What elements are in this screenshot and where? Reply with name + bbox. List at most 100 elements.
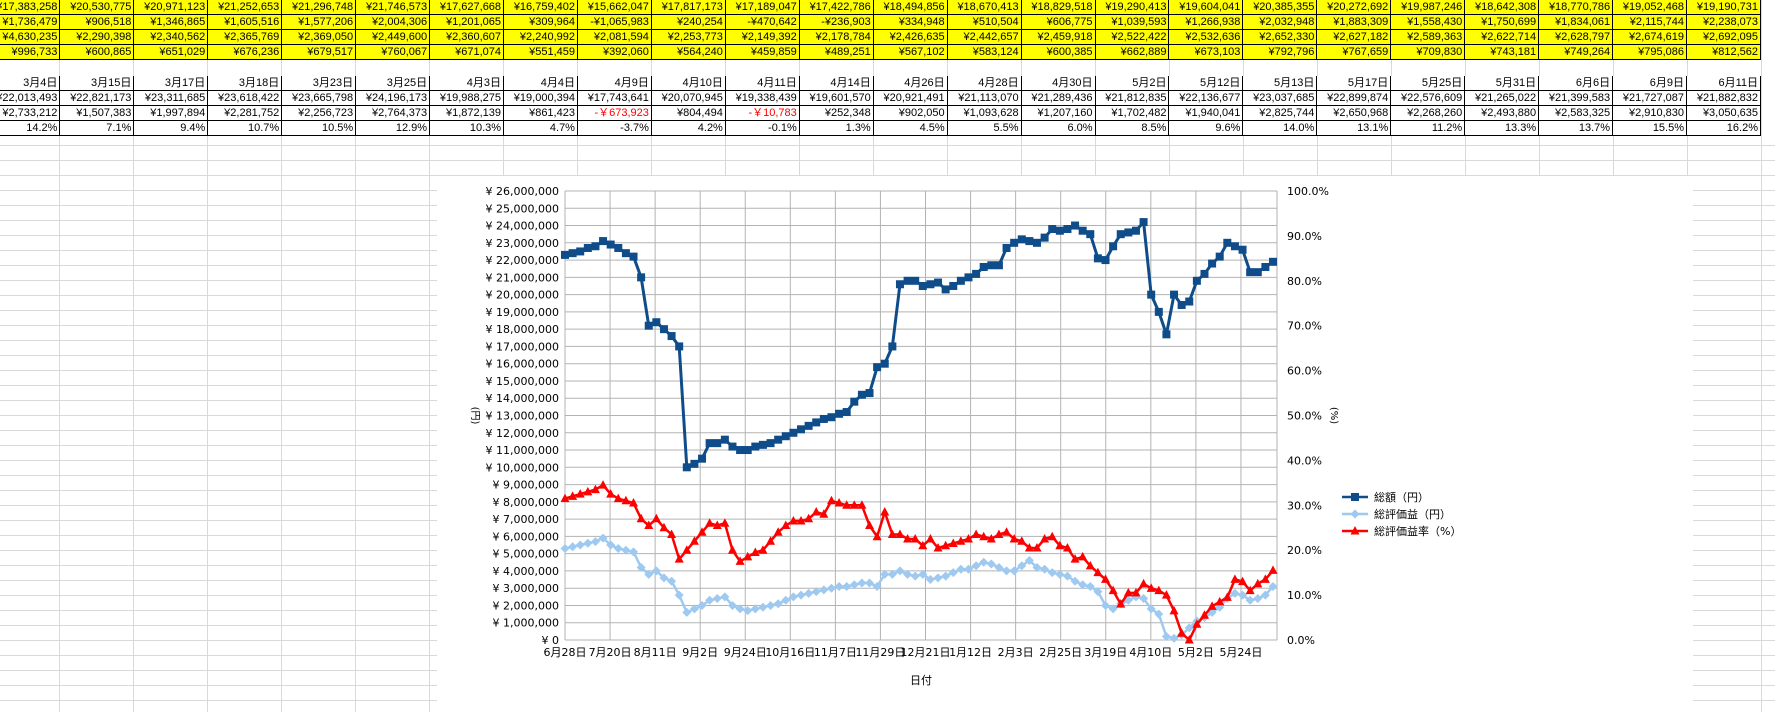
table-cell[interactable]: ¥743,181 [1464,44,1540,60]
table-cell[interactable]: ¥2,589,363 [1390,29,1466,45]
table-cell[interactable]: ¥22,899,874 [1316,90,1392,106]
table-cell[interactable]: ¥19,190,731 [1686,0,1761,15]
table-cell[interactable]: ¥760,067 [355,44,431,60]
table-cell[interactable]: 4月4日 [503,76,578,91]
table-cell[interactable]: ¥18,642,308 [1464,0,1540,15]
table-cell[interactable]: ¥600,385 [1021,44,1096,60]
table-cell[interactable]: -￥673,923 [577,105,652,121]
table-cell[interactable]: 13.7% [1538,120,1614,136]
table-cell[interactable]: ¥1,266,938 [1168,14,1244,30]
table-cell[interactable]: 8.5% [1095,120,1170,136]
table-cell[interactable]: 15.5% [1612,120,1688,136]
table-cell[interactable]: ¥1,872,139 [429,105,505,121]
table-cell[interactable]: 4月14日 [799,76,874,91]
table-cell[interactable]: ¥2,238,073 [1686,14,1761,30]
table-cell[interactable]: 10.7% [207,120,283,136]
table-cell[interactable]: ¥17,627,668 [429,0,505,15]
table-cell[interactable]: ¥906,518 [59,14,135,30]
table-cell[interactable]: ¥1,736,479 [0,14,61,30]
table-cell[interactable]: ¥1,883,309 [1316,14,1392,30]
table-cell[interactable]: 4月11日 [725,76,800,91]
table-cell[interactable]: ¥2,459,918 [1021,29,1096,45]
table-cell[interactable]: ¥2,360,607 [429,29,505,45]
table-cell[interactable]: 9.4% [133,120,209,136]
table-cell[interactable]: -0.1% [725,120,800,136]
table-cell[interactable]: ¥2,115,744 [1612,14,1688,30]
table-cell[interactable]: ¥489,251 [799,44,874,60]
table-cell[interactable]: ¥749,264 [1538,44,1614,60]
table-cell[interactable]: ¥2,622,714 [1464,29,1540,45]
table-cell[interactable]: -¥470,642 [725,14,800,30]
table-cell[interactable]: ¥2,256,723 [281,105,357,121]
table-cell[interactable]: ¥19,338,439 [725,90,800,106]
table-cell[interactable]: 4.5% [873,120,948,136]
table-cell[interactable]: 4月30日 [1021,76,1096,91]
table-cell[interactable]: ¥19,604,041 [1168,0,1244,15]
table-cell[interactable]: ¥21,265,022 [1464,90,1540,106]
table-cell[interactable]: ¥21,812,835 [1095,90,1170,106]
table-cell[interactable]: 3月15日 [59,76,135,91]
table-cell[interactable]: ¥21,296,748 [281,0,357,15]
table-cell[interactable]: ¥2,652,330 [1242,29,1318,45]
table-cell[interactable]: ¥709,830 [1390,44,1466,60]
table-cell[interactable]: ¥20,070,945 [651,90,726,106]
table-cell[interactable]: 12.9% [355,120,431,136]
table-cell[interactable]: -￥10,783 [725,105,800,121]
table-cell[interactable]: ¥4,630,235 [0,29,61,45]
table-cell[interactable]: ¥510,504 [947,14,1022,30]
table-cell[interactable]: ¥24,196,173 [355,90,431,106]
table-cell[interactable]: ¥17,422,786 [799,0,874,15]
table-cell[interactable]: ¥19,290,413 [1095,0,1170,15]
table-cell[interactable]: ¥23,311,685 [133,90,209,106]
table-cell[interactable]: 5月25日 [1390,76,1466,91]
table-cell[interactable]: 5月31日 [1464,76,1540,91]
table-cell[interactable]: 10.3% [429,120,505,136]
table-cell[interactable]: 4.7% [503,120,578,136]
table-cell[interactable]: ¥2,764,373 [355,105,431,121]
table-cell[interactable]: ¥1,346,865 [133,14,209,30]
table-cell[interactable]: ¥861,423 [503,105,578,121]
table-cell[interactable]: ¥2,149,392 [725,29,800,45]
table-cell[interactable]: 4.2% [651,120,726,136]
table-cell[interactable]: 13.3% [1464,120,1540,136]
table-cell[interactable]: ¥459,859 [725,44,800,60]
table-cell[interactable]: ¥2,627,182 [1316,29,1392,45]
table-cell[interactable]: ¥18,670,413 [947,0,1022,15]
table-cell[interactable]: ¥23,665,798 [281,90,357,106]
table-cell[interactable]: ¥2,178,784 [799,29,874,45]
table-cell[interactable]: ¥17,743,641 [577,90,652,106]
table-cell[interactable]: ¥1,201,065 [429,14,505,30]
table-cell[interactable]: 14.0% [1242,120,1318,136]
table-cell[interactable]: ¥2,426,635 [873,29,948,45]
table-cell[interactable]: ¥2,365,769 [207,29,283,45]
table-cell[interactable]: ¥21,252,653 [207,0,283,15]
table-cell[interactable]: ¥673,103 [1168,44,1244,60]
table-cell[interactable]: ¥21,746,573 [355,0,431,15]
table-cell[interactable]: ¥2,650,968 [1316,105,1392,121]
table-cell[interactable]: 4月28日 [947,76,1022,91]
table-cell[interactable]: 3月4日 [0,76,61,91]
table-cell[interactable]: 5.5% [947,120,1022,136]
table-cell[interactable]: ¥1,940,041 [1168,105,1244,121]
table-cell[interactable]: ¥2,268,260 [1390,105,1466,121]
table-cell[interactable]: ¥2,583,325 [1538,105,1614,121]
table-cell[interactable]: ¥2,522,422 [1095,29,1170,45]
table-cell[interactable]: ¥21,289,436 [1021,90,1096,106]
table-cell[interactable]: ¥1,605,516 [207,14,283,30]
table-cell[interactable]: 6.0% [1021,120,1096,136]
table-cell[interactable]: 5月12日 [1168,76,1244,91]
table-cell[interactable]: ¥22,013,493 [0,90,61,106]
table-cell[interactable]: 4月3日 [429,76,505,91]
table-cell[interactable]: ¥16,759,402 [503,0,578,15]
table-cell[interactable]: ¥19,000,394 [503,90,578,106]
table-cell[interactable]: 5月17日 [1316,76,1392,91]
table-cell[interactable]: 13.1% [1316,120,1392,136]
table-cell[interactable]: ¥15,662,047 [577,0,652,15]
table-cell[interactable]: ¥18,494,856 [873,0,948,15]
table-cell[interactable]: ¥812,562 [1686,44,1761,60]
table-cell[interactable]: ¥22,821,173 [59,90,135,106]
table-cell[interactable]: ¥3,050,635 [1686,105,1761,121]
table-cell[interactable]: ¥334,948 [873,14,948,30]
table-cell[interactable]: ¥240,254 [651,14,726,30]
table-cell[interactable]: ¥20,530,775 [59,0,135,15]
